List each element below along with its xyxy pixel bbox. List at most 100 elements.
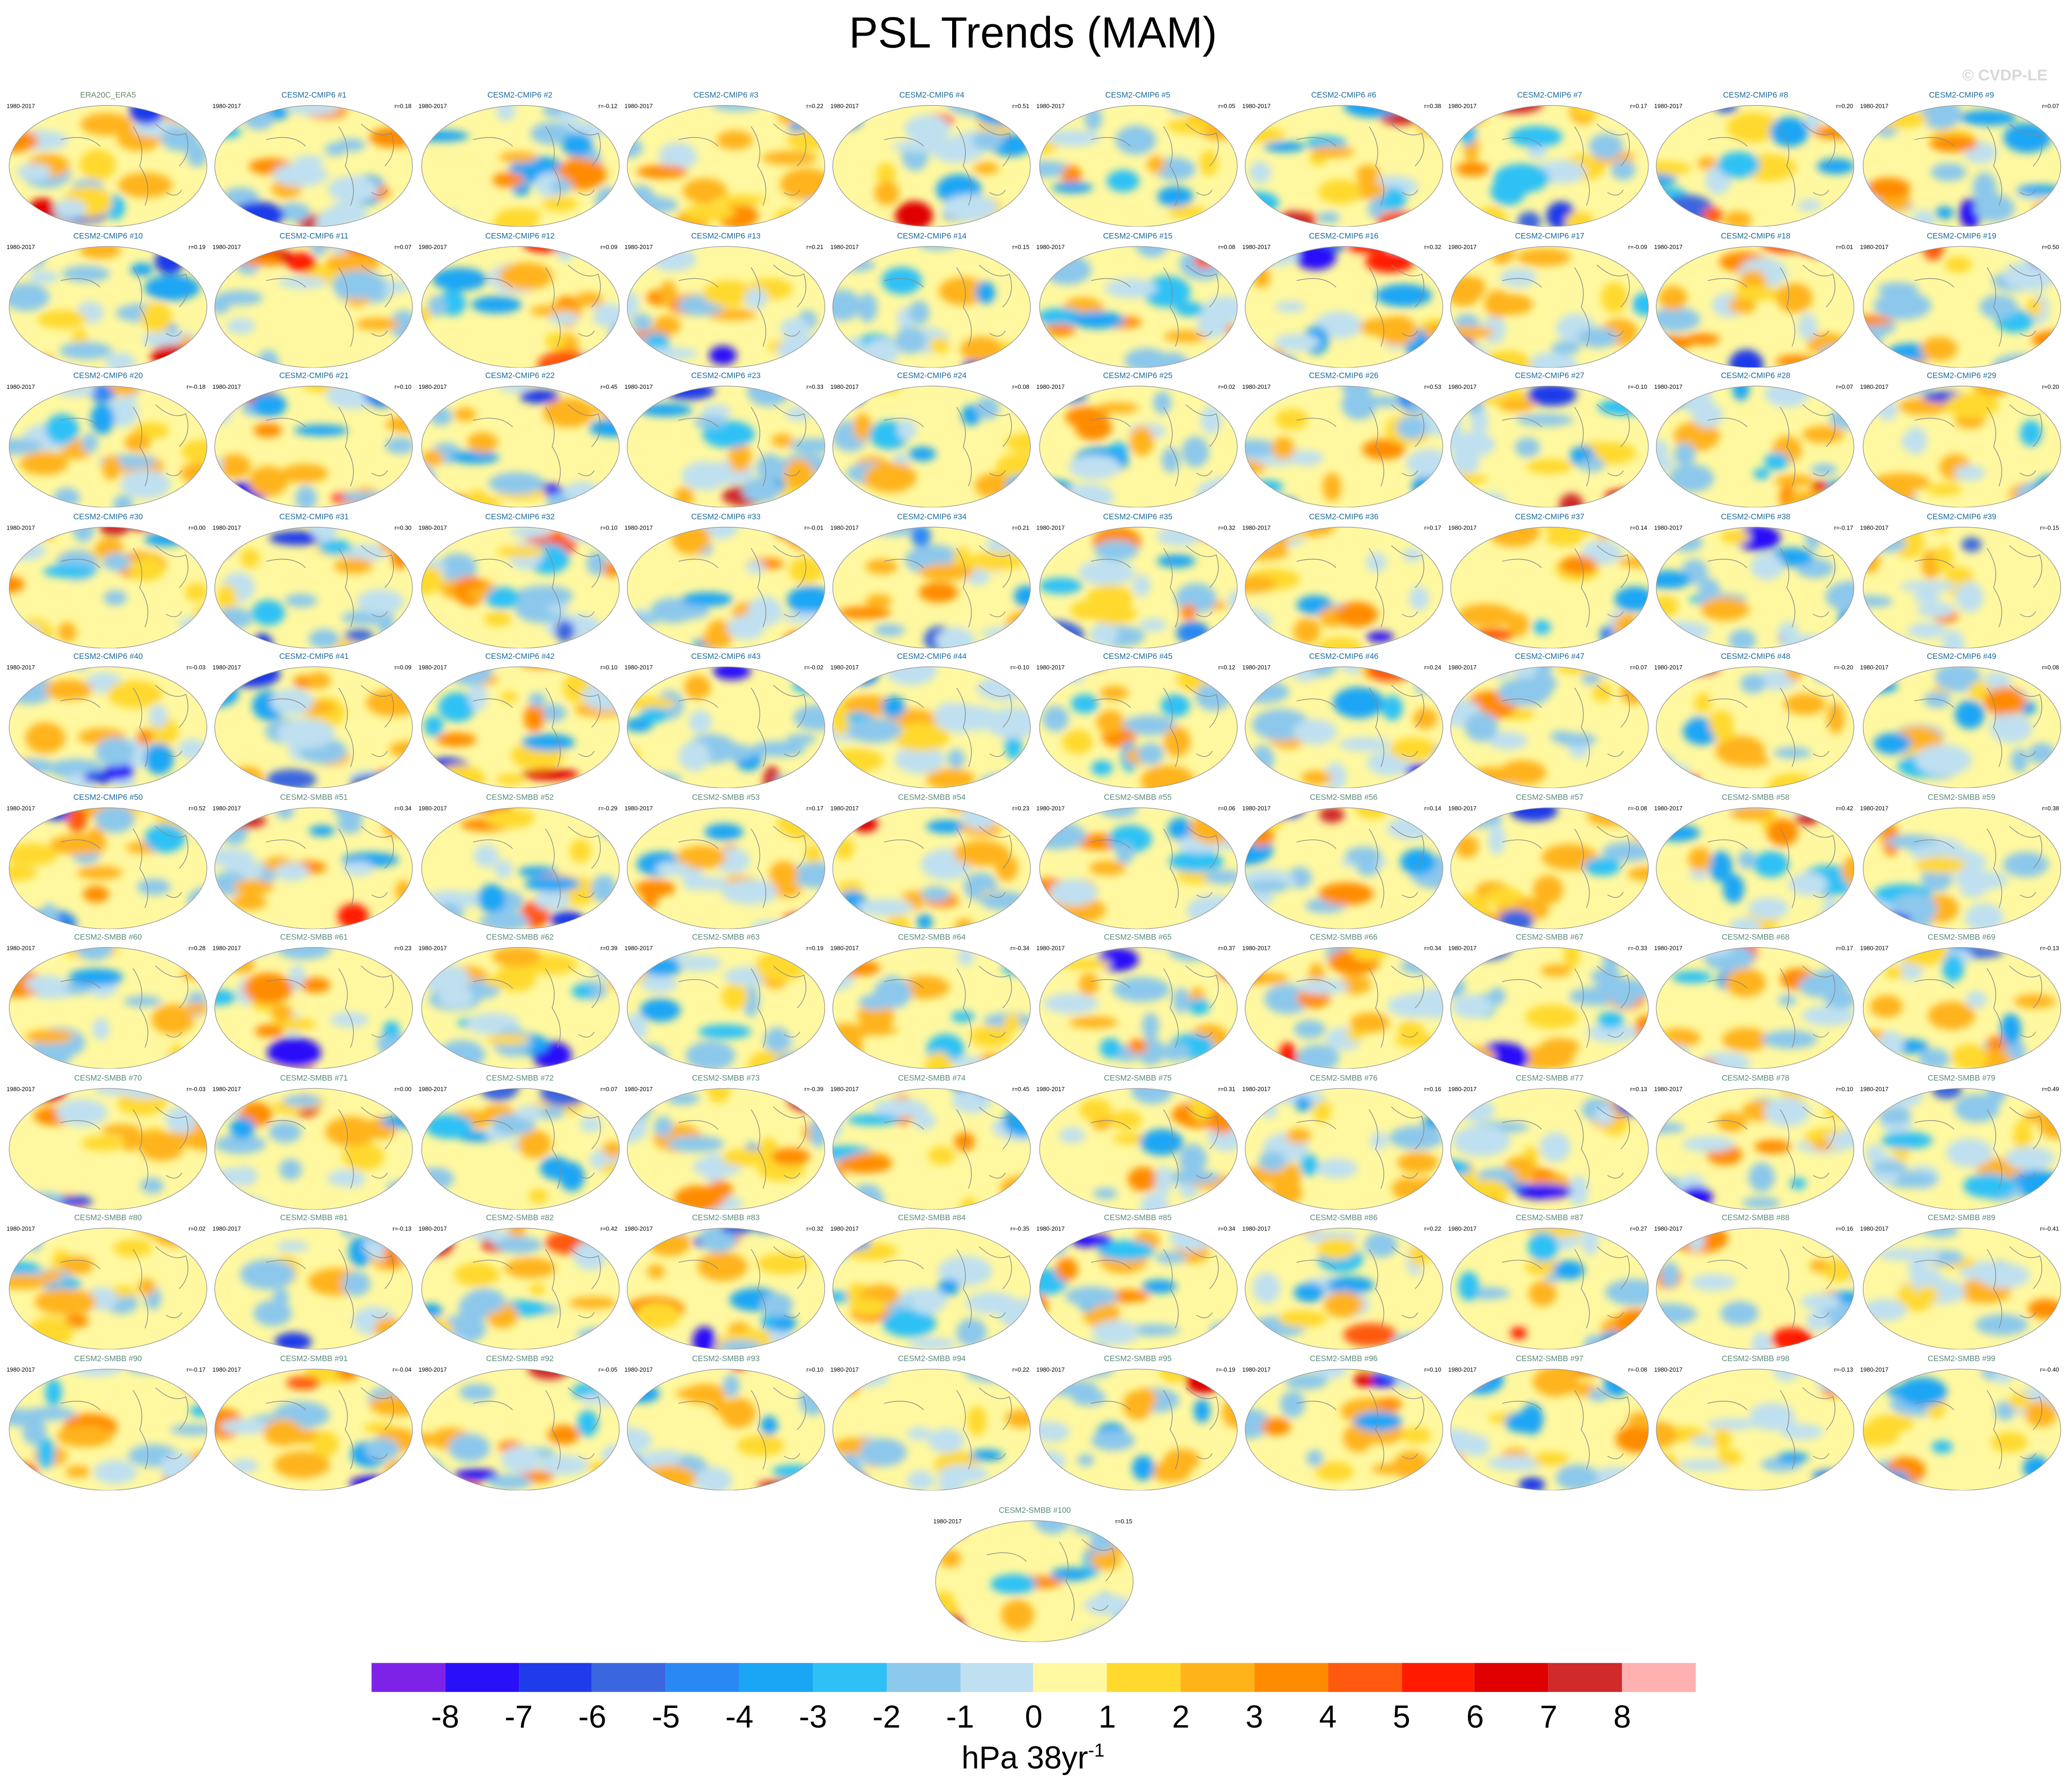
trend-map xyxy=(421,1368,619,1490)
trend-blob xyxy=(184,1370,201,1391)
colorbar-swatch xyxy=(1107,1663,1181,1692)
trend-blob xyxy=(1931,1439,1953,1453)
trend-blob xyxy=(1378,1368,1405,1374)
trend-blob xyxy=(936,1524,967,1539)
trend-map xyxy=(1245,105,1443,227)
trend-blob xyxy=(1326,1276,1374,1294)
trend-map xyxy=(1656,666,1855,788)
panel-title: CESM2-CMIP6 #14 xyxy=(897,233,967,241)
trend-blob xyxy=(1209,1322,1237,1339)
panel-title: CESM2-CMIP6 #50 xyxy=(73,794,143,802)
trend-blob xyxy=(123,996,162,1007)
panel-title: CESM2-CMIP6 #13 xyxy=(691,233,761,241)
trend-blob xyxy=(1701,596,1750,620)
trend-map xyxy=(421,245,619,367)
trend-blob xyxy=(559,105,591,112)
trend-blob xyxy=(240,547,260,568)
panel-title: CESM2-SMBB #76 xyxy=(1310,1074,1378,1083)
trend-blob xyxy=(1296,979,1349,994)
trend-blob xyxy=(1866,178,1910,199)
trend-blob xyxy=(1197,498,1237,508)
trend-blob xyxy=(459,1383,494,1400)
panel-correlation: r=-0.39 xyxy=(804,1085,824,1092)
trend-blob xyxy=(239,254,283,265)
map-panel: CESM2-SMBB #71 1980-2017 r=0.00 xyxy=(211,1075,417,1214)
map-panel: CESM2-SMBB #100 1980-2017 r=0.15 xyxy=(932,1507,1138,1647)
trend-blob xyxy=(1657,440,1670,458)
trend-blob xyxy=(969,551,1025,570)
trend-blob xyxy=(2044,919,2061,928)
panel-correlation: r=0.32 xyxy=(806,1225,824,1232)
trend-blob xyxy=(1389,737,1437,761)
trend-blob xyxy=(639,707,668,723)
coastline xyxy=(884,965,1012,1048)
trend-blob xyxy=(384,1242,401,1268)
trend-blob xyxy=(678,741,710,772)
panel-title: CESM2-SMBB #75 xyxy=(1104,1074,1172,1083)
trend-blob xyxy=(591,310,619,327)
trend-blob xyxy=(601,818,619,838)
panel-title: CESM2-CMIP6 #32 xyxy=(485,513,555,521)
trend-blob xyxy=(657,601,710,619)
trend-blob xyxy=(24,245,46,268)
map-panel: CESM2-CMIP6 #23 1980-2017 r=0.33 xyxy=(623,373,829,513)
trend-blob xyxy=(1674,443,1696,466)
trend-blob xyxy=(1934,667,1981,692)
trend-blob xyxy=(591,874,616,902)
trend-blob xyxy=(386,437,413,454)
trend-map xyxy=(1450,1087,1649,1209)
panel-period: 1980-2017 xyxy=(6,243,35,250)
trend-blob xyxy=(521,769,579,780)
trend-map xyxy=(832,1087,1031,1209)
trend-blob xyxy=(1168,850,1223,872)
panel-correlation: r=0.21 xyxy=(806,243,824,250)
trend-blob xyxy=(574,292,603,306)
trend-blob xyxy=(1733,386,1750,401)
trend-blob xyxy=(1881,1131,1933,1149)
trend-blob xyxy=(1280,1390,1305,1417)
trend-blob xyxy=(956,1318,987,1347)
trend-blob xyxy=(222,1228,249,1237)
coastline xyxy=(1914,825,2042,907)
coastline xyxy=(1090,1106,1218,1188)
trend-map xyxy=(832,1368,1031,1490)
trend-blob xyxy=(1960,536,1981,551)
trend-blob xyxy=(1525,1004,1579,1029)
panel-title: CESM2-CMIP6 #18 xyxy=(1721,233,1791,241)
panel-correlation: r=-0.04 xyxy=(392,1366,412,1373)
colorbar-swatch xyxy=(886,1663,960,1692)
trend-blob xyxy=(1323,1291,1363,1318)
coastline xyxy=(1502,264,1630,346)
trend-blob xyxy=(1602,841,1649,861)
panel-correlation: r=0.05 xyxy=(1218,102,1235,110)
panel-title: CESM2-CMIP6 #16 xyxy=(1309,233,1379,241)
trend-blob xyxy=(833,1228,847,1240)
trend-blob xyxy=(1261,1094,1277,1118)
trend-blob xyxy=(356,317,401,330)
trend-blob xyxy=(20,451,69,475)
map-panel: CESM2-SMBB #62 1980-2017 r=0.39 xyxy=(417,934,623,1074)
panel-correlation: r=0.50 xyxy=(2042,243,2059,250)
trend-blob xyxy=(37,309,87,328)
trend-blob xyxy=(104,762,134,780)
trend-map xyxy=(1450,1228,1649,1350)
trend-blob xyxy=(1084,106,1102,131)
trend-blob xyxy=(1698,156,1718,170)
trend-blob xyxy=(1837,667,1854,677)
trend-blob xyxy=(1293,719,1337,745)
trend-blob xyxy=(483,610,511,626)
colorbar-tick-label: 0 xyxy=(1025,1700,1043,1736)
trend-blob xyxy=(1669,464,1715,493)
panel-title: CESM2-CMIP6 #45 xyxy=(1103,653,1173,662)
trend-blob xyxy=(57,1424,113,1447)
trend-blob xyxy=(1863,807,1880,830)
panel-period: 1980-2017 xyxy=(1654,243,1683,250)
coastline xyxy=(1708,545,1836,627)
trend-blob xyxy=(1527,386,1577,406)
panel-title: CESM2-SMBB #83 xyxy=(692,1215,760,1223)
trend-blob xyxy=(1657,1303,1698,1325)
coastline xyxy=(266,264,394,346)
trend-blob xyxy=(437,552,477,582)
panel-title: CESM2-CMIP6 #41 xyxy=(279,653,349,662)
trend-blob xyxy=(1045,323,1075,336)
